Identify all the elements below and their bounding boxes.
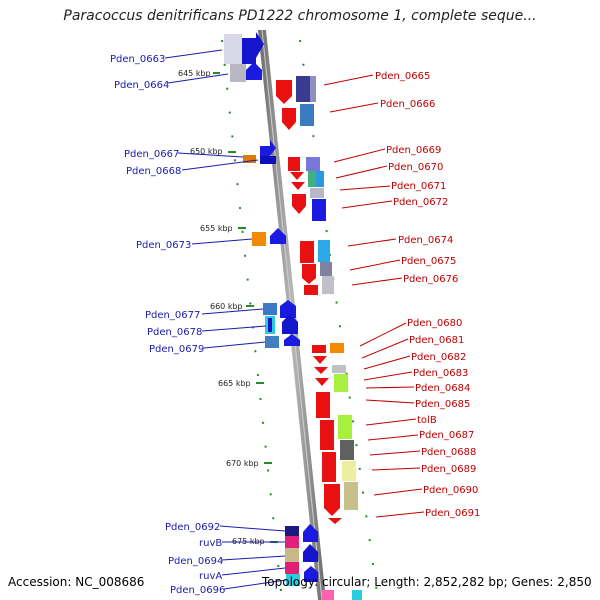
- gene-label[interactable]: Pden_0691: [425, 508, 480, 519]
- gene-label[interactable]: Pden_0667: [124, 149, 179, 160]
- gene-label[interactable]: Pden_0669: [386, 145, 441, 156]
- gene-label[interactable]: Pden_0684: [415, 383, 470, 394]
- gene-label[interactable]: Pden_0670: [388, 162, 443, 173]
- gene-label[interactable]: Pden_0663: [110, 54, 165, 65]
- gene-label[interactable]: Pden_0681: [409, 335, 464, 346]
- map-title: Paracoccus denitrificans PD1222 chromoso…: [63, 8, 537, 24]
- gene-label[interactable]: Pden_0696: [170, 585, 225, 596]
- accession-text: Accession: NC_008686: [8, 575, 145, 589]
- topology-summary: Topology: circular; Length: 2,852,282 bp…: [262, 575, 592, 589]
- gene-label[interactable]: Pden_0685: [415, 399, 470, 410]
- gene-label[interactable]: Pden_0688: [421, 447, 476, 458]
- gene-label[interactable]: Pden_0682: [411, 352, 466, 363]
- gene-label[interactable]: Pden_0674: [398, 235, 453, 246]
- gene-label[interactable]: Pden_0666: [380, 99, 435, 110]
- gene-label[interactable]: ruvA: [199, 571, 222, 582]
- gene-label[interactable]: ruvB: [199, 538, 222, 549]
- gene-label[interactable]: Pden_0673: [136, 240, 191, 251]
- gene-label[interactable]: Pden_0683: [413, 368, 468, 379]
- left-gene-blocks: [224, 32, 318, 586]
- gene-label[interactable]: Pden_0692: [165, 522, 220, 533]
- gene-label[interactable]: Pden_0668: [126, 166, 181, 177]
- left-leader-lines: [164, 49, 287, 590]
- right-gene-blocks: [276, 76, 362, 600]
- right-leader-lines: [323, 74, 425, 518]
- gene-label[interactable]: Pden_0664: [114, 80, 169, 91]
- scale-label-645: 645 kbp: [178, 69, 211, 78]
- scale-label-650: 650 kbp: [190, 147, 223, 156]
- gene-label[interactable]: Pden_0671: [391, 181, 446, 192]
- gene-label[interactable]: Pden_0690: [423, 485, 478, 496]
- gene-label[interactable]: Pden_0679: [149, 344, 204, 355]
- scale-label-655: 655 kbp: [200, 224, 233, 233]
- scale-label-670: 670 kbp: [226, 459, 259, 468]
- gene-label[interactable]: Pden_0665: [375, 71, 430, 82]
- right-gene-labels: Pden_0665 Pden_0666 Pden_0669 Pden_0670 …: [375, 71, 480, 519]
- gene-label[interactable]: Pden_0689: [421, 464, 476, 475]
- gene-label[interactable]: Pden_0672: [393, 197, 448, 208]
- gene-label[interactable]: Pden_0694: [168, 556, 223, 567]
- gene-label[interactable]: Pden_0677: [145, 310, 200, 321]
- gene-label[interactable]: Pden_0678: [147, 327, 202, 338]
- left-gene-labels: Pden_0663 Pden_0664 Pden_0667 Pden_0668 …: [110, 54, 225, 596]
- gene-label[interactable]: Pden_0676: [403, 274, 458, 285]
- gene-label[interactable]: Pden_0675: [401, 256, 456, 267]
- scale-label-660: 660 kbp: [210, 302, 243, 311]
- gene-label[interactable]: tolB: [417, 415, 437, 426]
- gene-label[interactable]: Pden_0680: [407, 318, 462, 329]
- scale-label-665: 665 kbp: [218, 379, 251, 388]
- gene-label[interactable]: Pden_0687: [419, 430, 474, 441]
